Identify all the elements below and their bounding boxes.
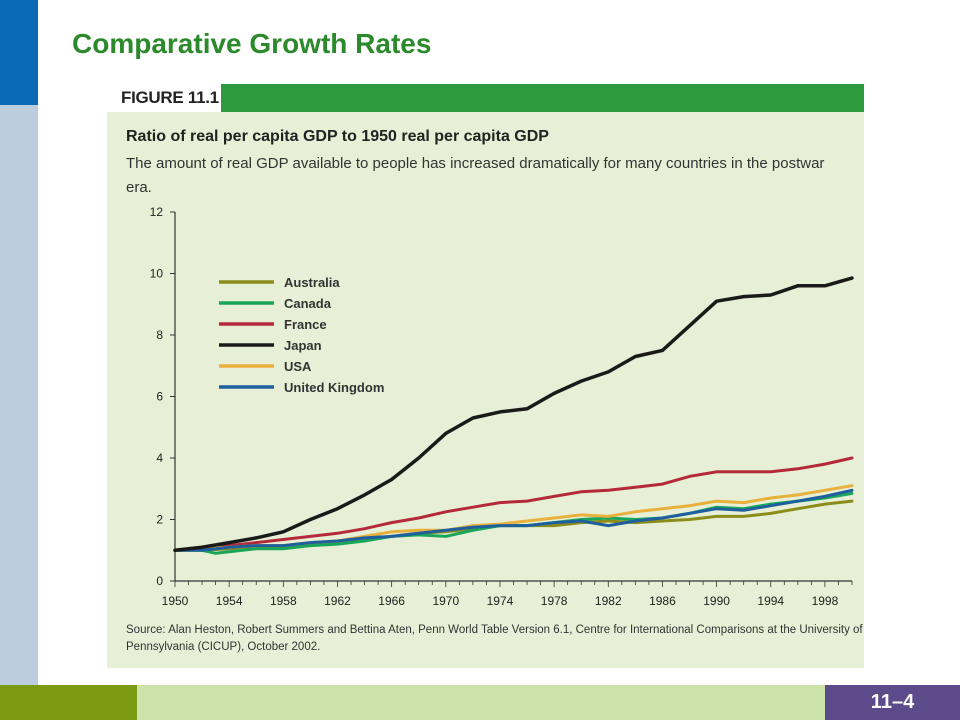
x-tick-label: 1978 <box>541 594 568 608</box>
y-tick-label: 0 <box>156 574 163 588</box>
x-tick-label: 1962 <box>324 594 351 608</box>
source-note: Source: Alan Heston, Robert Summers and … <box>126 624 863 653</box>
footer-bar-purple <box>825 685 960 720</box>
legend-label: France <box>284 317 327 332</box>
x-tick-label: 1998 <box>812 594 839 608</box>
x-tick-label: 1954 <box>216 594 243 608</box>
legend-label: Canada <box>284 296 332 311</box>
legend-label: USA <box>284 359 312 374</box>
legend-label: Australia <box>284 275 340 290</box>
legend-label: Japan <box>284 338 322 353</box>
left-accent-bar-light <box>0 105 38 685</box>
y-tick-label: 2 <box>156 513 163 527</box>
slide-title: Comparative Growth Rates <box>72 28 432 59</box>
series-line-united-kingdom <box>173 488 854 552</box>
figure-heading: Ratio of real per capita GDP to 1950 rea… <box>126 128 549 145</box>
chart-series-layer <box>173 276 854 555</box>
y-tick-label: 10 <box>150 267 164 281</box>
x-tick-label: 1982 <box>595 594 622 608</box>
x-tick-label: 1950 <box>162 594 189 608</box>
line-chart: 0 2 4 6 8 10 12 1950 1954 1958 1962 1966 1970 1974 197… <box>150 205 854 608</box>
y-tick-label: 12 <box>150 205 164 219</box>
page-number: 11–4 <box>870 691 915 713</box>
y-tick-label: 8 <box>156 328 163 342</box>
y-tick-label: 4 <box>156 451 163 465</box>
x-tick-label: 1966 <box>378 594 405 608</box>
figure-header-bar <box>107 84 864 112</box>
chart-legend: Australia Canada France Japan USA United King… <box>219 275 384 395</box>
chart-axes: 0 2 4 6 8 10 12 1950 1954 1958 1962 1966 1970 1974 197… <box>150 205 853 608</box>
footer-bar-green <box>0 685 137 720</box>
footer-bar-light <box>137 685 825 720</box>
legend-label: United Kingdom <box>284 380 384 395</box>
series-line-japan <box>173 276 854 553</box>
y-tick-label: 6 <box>156 390 163 404</box>
left-accent-bar-blue <box>0 0 38 105</box>
x-tick-label: 1990 <box>703 594 730 608</box>
series-line-france <box>173 456 854 552</box>
x-tick-label: 1970 <box>432 594 459 608</box>
x-tick-label: 1986 <box>649 594 676 608</box>
figure-label: FIGURE 11.1 <box>107 84 221 112</box>
figure-description: The amount of real GDP available to peop… <box>126 155 825 196</box>
x-tick-label: 1958 <box>270 594 297 608</box>
x-tick-label: 1974 <box>487 594 514 608</box>
figure-panel: FIGURE 11.1 Ratio of real per capita GDP… <box>107 84 864 668</box>
x-tick-label: 1994 <box>757 594 784 608</box>
